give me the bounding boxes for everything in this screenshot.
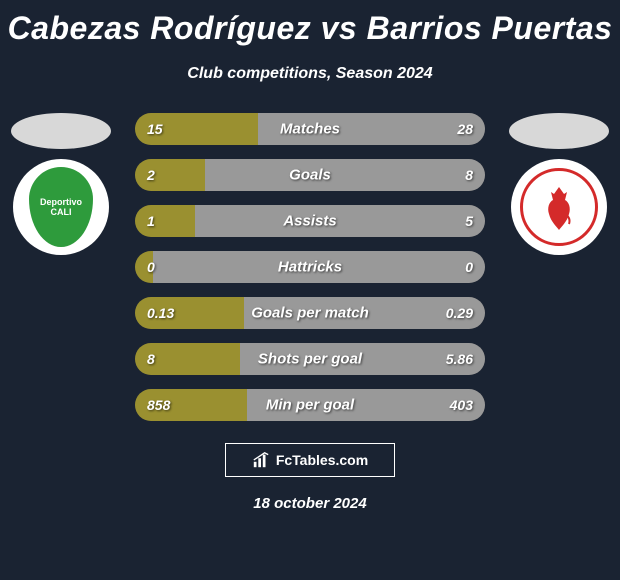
stat-row: Shots per goal 8 5.86: [135, 343, 485, 375]
bar-right-fill: [195, 205, 486, 237]
stat-value-right: 28: [457, 121, 473, 137]
logo-text: FcTables.com: [276, 452, 368, 468]
stat-row: Matches 15 28: [135, 113, 485, 145]
stat-value-right: 0: [465, 259, 473, 275]
avatar-right: [509, 113, 609, 149]
stat-value-right: 403: [450, 397, 473, 413]
stat-value-left: 858: [147, 397, 170, 413]
stat-label: Hattricks: [278, 259, 342, 276]
date-text: 18 october 2024: [0, 495, 620, 512]
subtitle: Club competitions, Season 2024: [0, 65, 620, 83]
stat-value-right: 5.86: [446, 351, 473, 367]
club-badge-left: Deportivo CALI: [13, 159, 109, 255]
chart-icon: [252, 451, 270, 469]
stat-row: Goals 2 8: [135, 159, 485, 191]
player-left: Deportivo CALI: [6, 113, 116, 255]
avatar-left: [11, 113, 111, 149]
devil-icon: [539, 182, 579, 232]
player-right: [504, 113, 614, 255]
stat-row: Goals per match 0.13 0.29: [135, 297, 485, 329]
stat-value-right: 5: [465, 213, 473, 229]
comparison-content: Deportivo CALI Matches1528Goals28Assists…: [0, 113, 620, 421]
stat-value-left: 1: [147, 213, 155, 229]
club-shield-left: Deportivo CALI: [29, 167, 93, 247]
club-badge-right: [511, 159, 607, 255]
stat-label: Goals: [289, 167, 331, 184]
fctables-logo: FcTables.com: [225, 443, 395, 477]
page-title: Cabezas Rodríguez vs Barrios Puertas: [0, 0, 620, 47]
stat-label: Matches: [280, 121, 340, 138]
stat-label: Shots per goal: [258, 351, 362, 368]
stat-row: Assists 1 5: [135, 205, 485, 237]
stat-value-left: 15: [147, 121, 163, 137]
bar-left-fill: [135, 159, 205, 191]
bar-right-fill: [205, 159, 485, 191]
stat-label: Assists: [283, 213, 336, 230]
stat-row: Hattricks 0 0: [135, 251, 485, 283]
stat-label: Min per goal: [266, 397, 354, 414]
stat-value-left: 0: [147, 259, 155, 275]
bar-left-fill: [135, 205, 195, 237]
stat-row: Min per goal 858 403: [135, 389, 485, 421]
stats-bars: Matches1528Goals28Assists15Hattricks00Go…: [135, 113, 485, 421]
stat-value-right: 0.29: [446, 305, 473, 321]
club-shield-right: [520, 168, 598, 246]
stat-value-left: 8: [147, 351, 155, 367]
stat-value-left: 2: [147, 167, 155, 183]
stat-value-left: 0.13: [147, 305, 174, 321]
stat-value-right: 8: [465, 167, 473, 183]
stat-label: Goals per match: [251, 305, 369, 322]
